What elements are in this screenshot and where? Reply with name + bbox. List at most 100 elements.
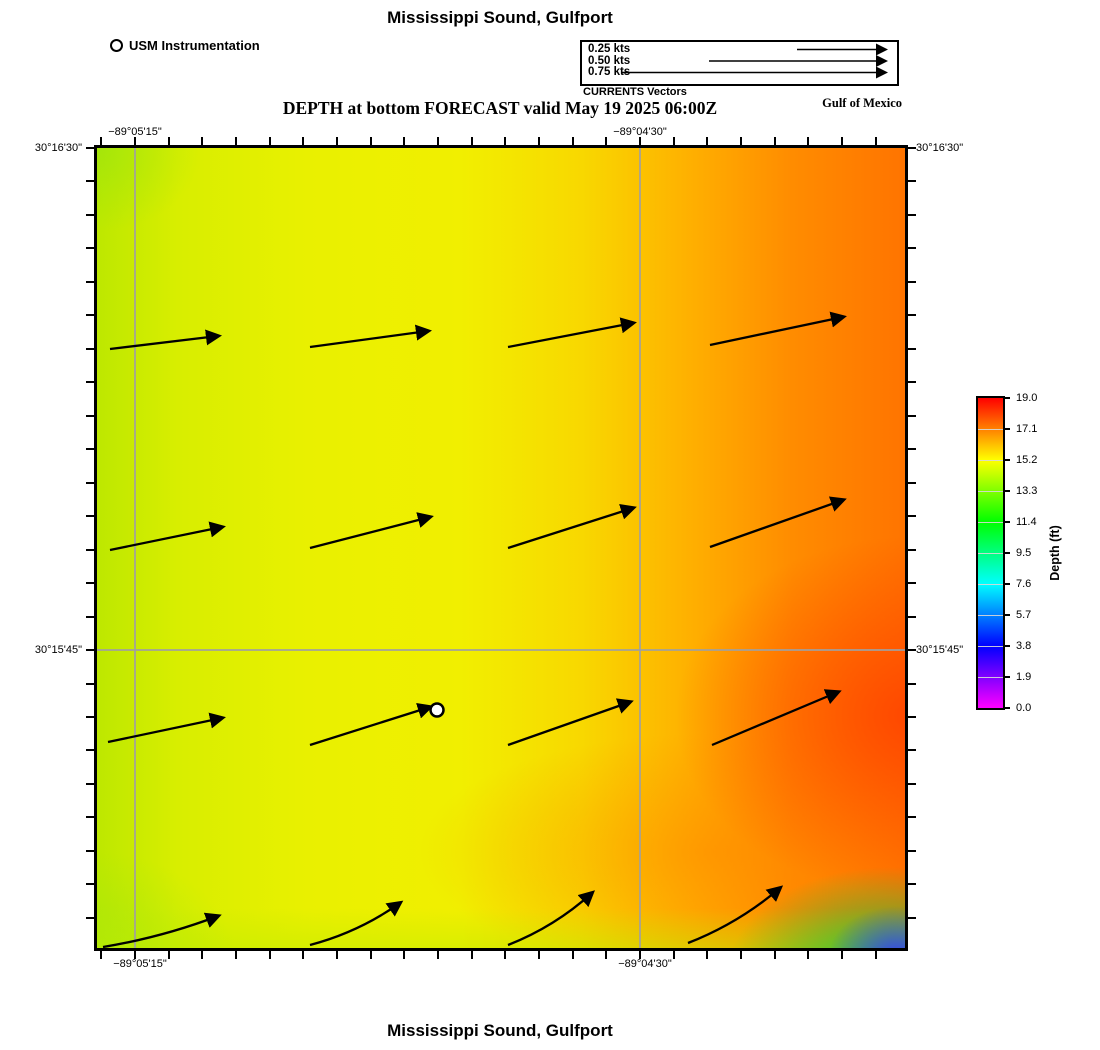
colorbar-tick-label: 11.4: [1016, 516, 1037, 528]
left-tick: [86, 180, 94, 183]
left-tick: [86, 414, 94, 417]
current-vector-3: [709, 311, 847, 347]
left-tick: [86, 615, 94, 618]
top-tick: [268, 137, 271, 145]
left-tick: [86, 515, 94, 518]
footer-title: Mississippi Sound, Gulfport: [387, 1021, 613, 1040]
colorbar-tick-label: 19.0: [1016, 392, 1038, 404]
colorbar-tick: [1003, 428, 1010, 430]
left-tick: [86, 883, 94, 886]
longitude-gridline-0: [134, 148, 136, 948]
bottom-tick: [167, 951, 170, 959]
bottom-tick: [672, 951, 675, 959]
colorbar-axis-title: Depth (ft): [1048, 525, 1062, 581]
right-tick: [908, 582, 916, 585]
top-tick: [234, 137, 237, 145]
colorbar-tick: [1003, 707, 1010, 709]
bottom-tick: [369, 951, 372, 959]
left-tick: [86, 448, 94, 451]
current-vector-10: [507, 698, 634, 747]
vector-scale-arrows: [621, 43, 888, 79]
colorbar-tick: [1003, 552, 1010, 554]
left-tick: [86, 782, 94, 785]
top-tick: [740, 137, 743, 145]
current-vectors-overlay: [102, 311, 847, 948]
station-legend: USM Instrumentation: [110, 38, 260, 53]
bottom-tick: [571, 951, 574, 959]
bottom-tick: [234, 951, 237, 959]
left-tick: [86, 147, 94, 149]
current-vector-5: [309, 512, 434, 550]
top-tick: [706, 137, 709, 145]
colorbar-tick: [1003, 583, 1010, 585]
right-tick: [908, 715, 916, 718]
bottom-tick: [874, 951, 877, 959]
region-label: Gulf of Mexico: [822, 96, 902, 110]
right-tick: [908, 280, 916, 283]
station-legend-label: USM Instrumentation: [129, 38, 260, 53]
colorbar-tick-label: 15.2: [1016, 454, 1038, 466]
bottom-tick: [706, 951, 709, 959]
top-tick: [504, 137, 507, 145]
right-tick: [908, 849, 916, 852]
bottom-tick: [538, 951, 540, 959]
current-vector-0: [109, 329, 222, 351]
bottom-tick: [504, 951, 507, 959]
left-tick: [86, 213, 94, 216]
latitude-gridline-1: [97, 649, 905, 651]
colorbar-tick-label: 7.6: [1016, 578, 1032, 590]
bottom-tick: [268, 951, 271, 959]
right-tick: [908, 147, 916, 149]
colorbar-divider: [978, 584, 1003, 585]
colorbar-tick: [1003, 397, 1010, 399]
current-vector-8: [107, 712, 226, 744]
bottom-tick: [335, 951, 338, 959]
right-tick: [908, 816, 916, 819]
colorbar-divider: [978, 460, 1003, 461]
colorbar-divider: [978, 429, 1003, 430]
bottom-tick: [302, 951, 305, 959]
left-tick: [86, 548, 94, 551]
colorbar-tick: [1003, 645, 1010, 647]
right-tick: [908, 615, 916, 618]
currents-caption: CURRENTS Vectors: [583, 86, 687, 98]
colorbar-divider: [978, 615, 1003, 616]
left-tick: [86, 582, 94, 585]
top-tick: [335, 137, 338, 145]
current-vector-2: [507, 317, 637, 349]
top-tick: [841, 137, 844, 145]
left-tick: [86, 682, 94, 685]
bottom-tick: [605, 951, 608, 959]
depth-heatmap: [97, 148, 905, 948]
bottom-tick: [807, 951, 810, 959]
x-axis-label-bottom-1: −89°04'30": [618, 958, 672, 970]
right-tick: [908, 649, 916, 652]
bottom-tick: [639, 951, 642, 959]
left-tick: [86, 347, 94, 350]
current-vector-15: [687, 885, 784, 945]
top-tick: [369, 137, 372, 145]
current-vector-4: [109, 521, 226, 552]
colorbar-divider: [978, 677, 1003, 678]
top-tick: [201, 137, 204, 145]
top-tick: [571, 137, 574, 145]
bottom-tick: [437, 951, 439, 959]
right-tick: [908, 213, 916, 216]
colorbar-tick: [1003, 676, 1010, 678]
y-axis-label-right-1: 30°15'45": [916, 644, 964, 656]
left-tick: [86, 849, 94, 852]
colorbar-tick-label: 17.1: [1016, 423, 1038, 435]
current-vector-13: [309, 900, 404, 947]
top-tick: [538, 137, 540, 145]
current-vector-7: [709, 496, 847, 549]
right-tick: [908, 548, 916, 551]
colorbar-tick-label: 3.8: [1016, 640, 1032, 652]
right-tick: [908, 481, 916, 484]
top-tick: [302, 137, 305, 145]
right-tick: [908, 347, 916, 350]
right-tick: [908, 180, 916, 183]
top-tick: [403, 137, 406, 145]
top-tick: [167, 137, 170, 145]
map-frame: [94, 145, 908, 951]
left-tick: [86, 749, 94, 752]
